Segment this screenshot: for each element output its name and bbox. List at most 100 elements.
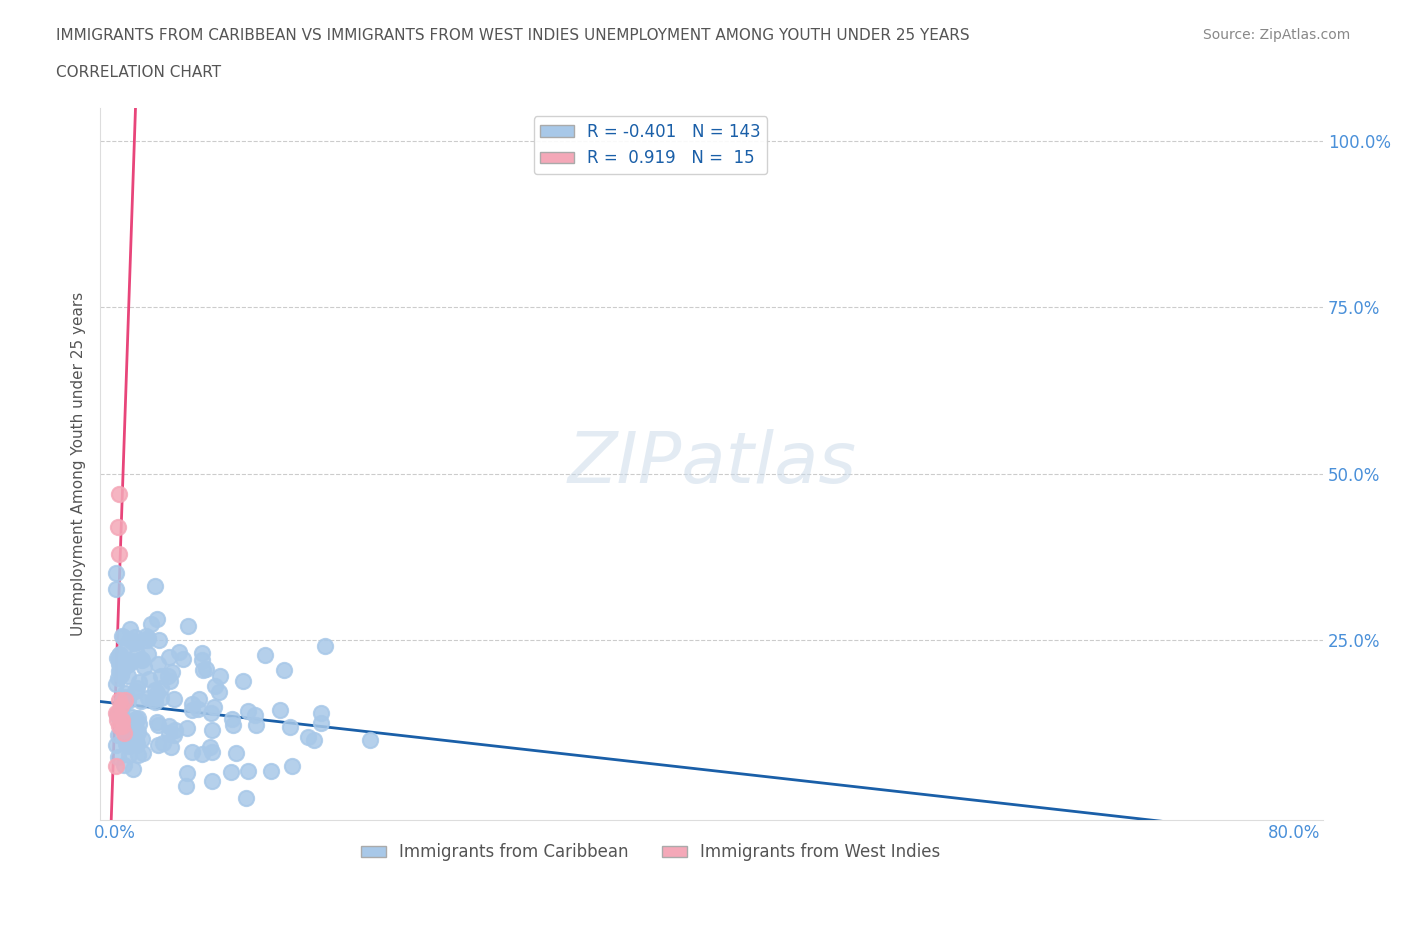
Point — [194, 662, 217, 677]
Point — [129, 694, 152, 709]
Point — [127, 681, 149, 696]
Point — [181, 697, 204, 711]
Point — [108, 647, 131, 662]
Point — [120, 621, 142, 636]
Point — [111, 630, 134, 644]
Point — [159, 673, 181, 688]
Point — [162, 664, 184, 679]
Point — [260, 764, 283, 778]
Point — [209, 669, 232, 684]
Point — [114, 693, 136, 708]
Point — [235, 790, 257, 805]
Point — [136, 631, 159, 645]
Point — [111, 664, 134, 679]
Point — [163, 691, 186, 706]
Point — [139, 617, 162, 631]
Point — [124, 684, 146, 698]
Point — [127, 748, 149, 763]
Point — [157, 719, 180, 734]
Point — [105, 650, 128, 665]
Point — [127, 711, 149, 725]
Point — [114, 724, 136, 739]
Point — [181, 744, 204, 759]
Point — [136, 690, 159, 705]
Point — [117, 669, 139, 684]
Point — [121, 710, 143, 724]
Point — [152, 736, 174, 751]
Point — [117, 738, 139, 753]
Point — [107, 727, 129, 742]
Point — [111, 712, 134, 727]
Point — [159, 739, 181, 754]
Point — [187, 701, 209, 716]
Point — [124, 630, 146, 644]
Point — [145, 685, 167, 700]
Point — [309, 705, 332, 720]
Point — [120, 632, 142, 647]
Point — [167, 644, 190, 659]
Point — [135, 632, 157, 647]
Point — [108, 652, 131, 667]
Point — [115, 730, 138, 745]
Point — [135, 629, 157, 644]
Text: Source: ZipAtlas.com: Source: ZipAtlas.com — [1202, 28, 1350, 42]
Point — [150, 669, 173, 684]
Point — [204, 678, 226, 693]
Point — [110, 712, 132, 727]
Point — [188, 691, 211, 706]
Point — [122, 635, 145, 650]
Point — [221, 711, 243, 726]
Point — [107, 657, 129, 671]
Point — [191, 646, 214, 661]
Point — [108, 693, 131, 708]
Point — [112, 757, 135, 772]
Point — [278, 720, 301, 735]
Point — [108, 719, 131, 734]
Point — [359, 733, 381, 748]
Point — [114, 694, 136, 709]
Point — [238, 704, 260, 719]
Point — [200, 705, 222, 720]
Point — [302, 733, 325, 748]
Point — [129, 652, 152, 667]
Text: CORRELATION CHART: CORRELATION CHART — [56, 65, 221, 80]
Point — [176, 720, 198, 735]
Text: ZIPatlas: ZIPatlas — [567, 430, 856, 498]
Point — [111, 693, 134, 708]
Point — [204, 699, 226, 714]
Point — [105, 712, 128, 727]
Point — [163, 727, 186, 742]
Point — [115, 637, 138, 652]
Point — [128, 674, 150, 689]
Point — [148, 633, 170, 648]
Point — [146, 737, 169, 752]
Point — [157, 650, 180, 665]
Point — [121, 762, 143, 777]
Point — [107, 486, 129, 501]
Point — [141, 692, 163, 707]
Point — [110, 667, 132, 682]
Point — [107, 706, 129, 721]
Point — [269, 703, 291, 718]
Point — [125, 646, 148, 661]
Point — [176, 778, 198, 793]
Point — [124, 718, 146, 733]
Point — [208, 684, 231, 699]
Point — [121, 654, 143, 669]
Point — [114, 685, 136, 700]
Point — [273, 663, 295, 678]
Point — [105, 708, 128, 723]
Point — [105, 706, 128, 721]
Point — [143, 578, 166, 593]
Point — [131, 731, 153, 746]
Point — [105, 737, 128, 752]
Point — [127, 724, 149, 739]
Point — [111, 699, 134, 714]
Point — [115, 737, 138, 751]
Point — [110, 629, 132, 644]
Point — [110, 699, 132, 714]
Point — [146, 611, 169, 626]
Point — [232, 674, 254, 689]
Point — [105, 677, 128, 692]
Point — [131, 653, 153, 668]
